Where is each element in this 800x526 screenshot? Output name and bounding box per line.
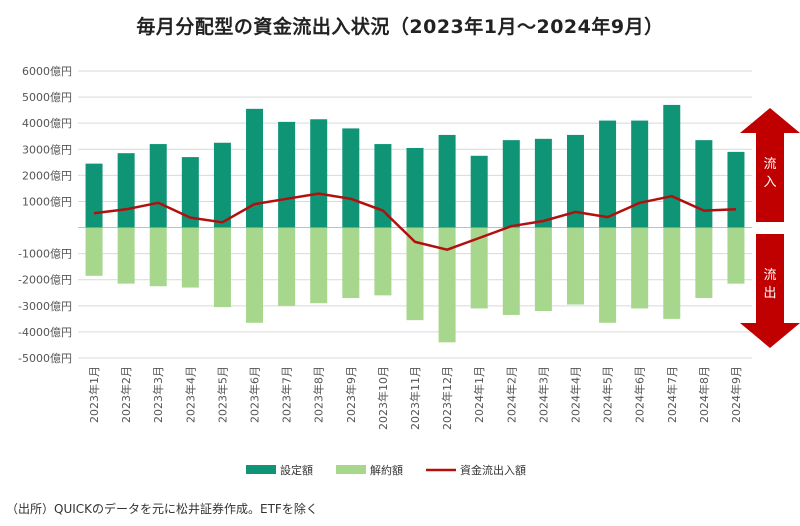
y-tick-label: -2000億円 (18, 274, 72, 287)
x-tick-label: 2024年3月 (536, 366, 550, 423)
bar-setting (599, 120, 617, 228)
bar-setting (117, 153, 135, 228)
source-note: （出所）QUICKのデータを元に松井証券作成。ETFを除く (6, 502, 318, 516)
bar-cancel (406, 227, 424, 321)
chart-title: 毎月分配型の資金流出入状況（2023年1月〜2024年9月） (136, 16, 664, 38)
net-flow-line-group (93, 192, 737, 251)
x-tick-label: 2023年10月 (376, 366, 390, 430)
bar-setting (246, 108, 264, 228)
bar-cancel (631, 227, 649, 309)
x-tick-label: 2024年4月 (568, 366, 582, 423)
legend-swatch (336, 465, 366, 474)
bar-cancel (310, 227, 328, 304)
inflow-label-char-1: 流 (763, 157, 776, 172)
bar-setting (470, 155, 488, 228)
bar-cancel (566, 227, 584, 305)
bar-setting (566, 134, 584, 228)
y-tick-label: -3000億円 (18, 300, 72, 313)
bar-cancel (727, 227, 745, 284)
y-tick-label: 6000億円 (22, 65, 72, 78)
x-tick-label: 2024年2月 (504, 366, 518, 423)
bar-setting (85, 163, 103, 228)
x-tick-label: 2023年8月 (312, 366, 326, 423)
bar-setting (406, 147, 424, 228)
bar-setting (631, 120, 649, 228)
x-tick-label: 2023年1月 (87, 366, 101, 423)
y-axis: 6000億円 5000億円 4000億円 3000億円 2000億円 1000億円 -100… (18, 65, 72, 365)
bars-group (85, 104, 745, 343)
y-tick-label: 2000億円 (22, 169, 72, 182)
x-tick-label: 2024年9月 (729, 366, 743, 423)
y-tick-label: -1000億円 (18, 248, 72, 261)
bar-cancel (278, 227, 296, 306)
bar-setting (310, 119, 328, 228)
bar-cancel (181, 227, 199, 288)
y-tick-label: 1000億円 (22, 195, 72, 208)
bar-cancel (149, 227, 167, 287)
inflow-label-char-2: 入 (763, 175, 776, 190)
x-tick-label: 2023年11月 (408, 366, 422, 430)
y-tick-label: -5000億円 (18, 352, 72, 365)
bar-setting (213, 142, 231, 228)
x-tick-label: 2024年1月 (472, 366, 486, 423)
bar-setting (534, 138, 552, 228)
legend-label: 設定額 (280, 463, 313, 477)
y-tick-label: 5000億円 (22, 91, 72, 104)
bar-cancel (213, 227, 231, 308)
bar-cancel (438, 227, 456, 343)
y-tick-label: 3000億円 (22, 143, 72, 156)
x-tick-label: 2023年12月 (440, 366, 454, 430)
bar-setting (278, 121, 296, 228)
x-tick-label: 2024年8月 (697, 366, 711, 423)
bar-setting (342, 128, 360, 228)
bar-cancel (695, 227, 713, 298)
x-tick-label: 2023年9月 (344, 366, 358, 423)
bar-setting (695, 140, 713, 228)
x-tick-label: 2023年3月 (151, 366, 165, 423)
legend-swatch (246, 465, 276, 474)
y-tick-label: -4000億円 (18, 326, 72, 339)
x-tick-label: 2023年6月 (248, 366, 262, 423)
bar-setting (149, 144, 167, 228)
x-tick-label: 2024年6月 (633, 366, 647, 423)
bar-cancel (246, 227, 264, 323)
x-tick-label: 2023年4月 (183, 366, 197, 423)
y-tick-label: 4000億円 (22, 117, 72, 130)
bar-cancel (599, 227, 617, 323)
x-tick-label: 2023年7月 (280, 366, 294, 423)
outflow-arrow: 流 出 (740, 234, 800, 348)
legend-label: 解約額 (370, 463, 403, 477)
bar-setting (374, 144, 392, 228)
bar-cancel (85, 227, 103, 276)
x-tick-label: 2024年7月 (665, 366, 679, 423)
bar-cancel (470, 227, 488, 309)
bar-cancel (117, 227, 135, 284)
x-tick-label: 2023年2月 (119, 366, 133, 423)
bar-cancel (342, 227, 360, 298)
x-tick-label: 2024年5月 (601, 366, 615, 423)
bar-cancel (663, 227, 681, 319)
x-tick-label: 2023年5月 (215, 366, 229, 423)
bar-setting (502, 140, 520, 228)
bar-setting (663, 104, 681, 228)
inflow-arrow: 流 入 (740, 108, 800, 222)
x-axis: 2023年1月 2023年2月 2023年3月 2023年4月 2023年5月 2023年… (87, 366, 743, 430)
bar-cancel (534, 227, 552, 312)
net-flow-line (93, 192, 737, 251)
bar-cancel (374, 227, 392, 296)
bar-cancel (502, 227, 520, 315)
outflow-label-char-2: 出 (763, 286, 776, 301)
bar-setting (181, 157, 199, 228)
bar-setting (727, 151, 745, 228)
bar-setting (438, 134, 456, 228)
legend-label: 資金流出入額 (460, 463, 526, 477)
legend: 設定額 解約額 資金流出入額 (246, 463, 526, 477)
outflow-label-char-1: 流 (763, 268, 776, 283)
